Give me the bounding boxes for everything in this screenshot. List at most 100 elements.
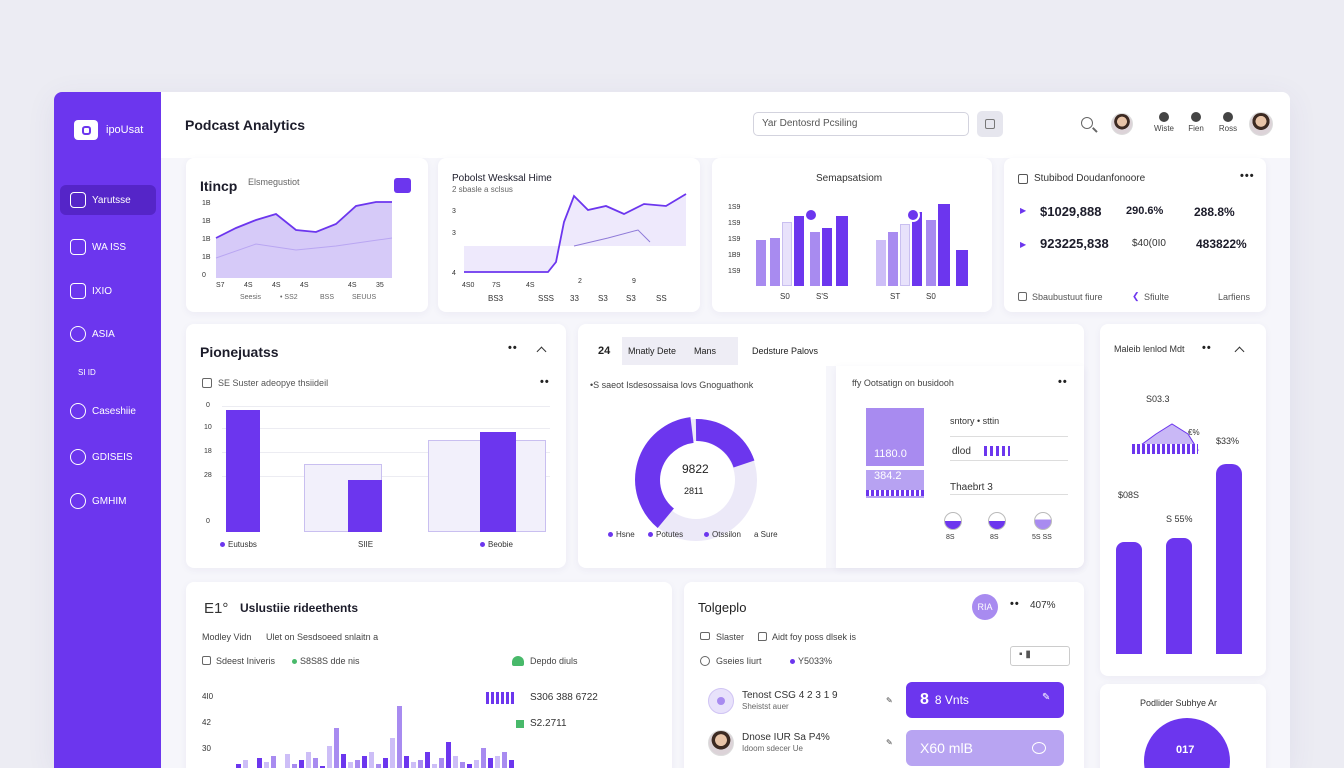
eye-icon[interactable]: [1032, 742, 1046, 754]
play-icon[interactable]: ▶: [1020, 206, 1027, 215]
storage-button[interactable]: X60 mlB: [906, 730, 1064, 766]
card-subtitle: Elsmegustiot: [248, 177, 300, 187]
legend-item: a Sure: [754, 530, 778, 539]
notifications-button[interactable]: Wiste: [1151, 112, 1177, 133]
collapse-icon[interactable]: [536, 346, 547, 357]
more-options-icon[interactable]: ••: [1010, 598, 1020, 610]
sidebar-item-dashboard[interactable]: Yarutsse: [60, 185, 156, 215]
mini-pie-icon: [988, 512, 1006, 530]
bar: [292, 764, 297, 768]
user-avatar[interactable]: [1249, 112, 1273, 136]
search-icon[interactable]: [394, 178, 411, 193]
avatar: [708, 688, 734, 714]
dashboard-icon: [70, 192, 86, 208]
card-toggle: Tolgeplo RIA •• 407% Slaster Aidt foy po…: [684, 582, 1084, 768]
profile-button[interactable]: Ross: [1215, 112, 1241, 133]
avatar: [708, 730, 734, 756]
bar: [404, 756, 409, 768]
more-options-icon[interactable]: •••: [1240, 170, 1255, 182]
bar: [362, 756, 367, 768]
play-icon[interactable]: ▶: [1020, 240, 1027, 249]
edit-icon[interactable]: ✎: [886, 738, 893, 747]
bar: [1166, 538, 1192, 654]
avatar[interactable]: [1111, 113, 1133, 135]
bar: [1116, 542, 1142, 654]
sidebar-item-misc[interactable]: SI ID: [78, 367, 96, 377]
filter-button[interactable]: [977, 111, 1003, 137]
messages-button[interactable]: Fien: [1183, 112, 1209, 133]
sidebar-item-settings[interactable]: GMHIM: [60, 486, 156, 516]
edit-icon[interactable]: ✎: [886, 696, 893, 705]
legend-item: Otssilon: [704, 530, 741, 539]
bar: [912, 212, 922, 286]
bar: [480, 432, 516, 532]
line-chart: [464, 193, 687, 273]
bar: [236, 764, 241, 768]
tab-24[interactable]: 24: [598, 345, 611, 357]
bar: [226, 410, 260, 532]
sidebar-item-audio[interactable]: ASIA: [60, 319, 156, 349]
sidebar-item-episodes[interactable]: WA ISS: [60, 232, 156, 262]
back-icon[interactable]: ❮: [1132, 291, 1140, 301]
user-icon: [70, 403, 86, 419]
card-provider: Podlider Subhye Ar 017: [1100, 684, 1266, 768]
tab-discover-pallows[interactable]: Dedsture Palovs: [752, 346, 819, 356]
search-icon[interactable]: [1081, 117, 1093, 129]
card-subtitle: SE Suster adeopye thsiideil: [218, 378, 329, 388]
bar: [938, 204, 950, 286]
legend-item: Hsne: [608, 530, 635, 539]
bar: [243, 760, 248, 768]
globe-icon: [70, 449, 86, 465]
bar: [320, 766, 325, 768]
bar: [1216, 464, 1242, 654]
edit-icon[interactable]: ✎: [1042, 692, 1051, 703]
donut-chart: [635, 417, 757, 541]
info-icon: [1018, 292, 1027, 301]
message-icon: [1191, 112, 1201, 122]
info-icon: [202, 656, 211, 665]
more-options-icon[interactable]: ••: [540, 376, 550, 388]
card-itincp: Itincp Elsmegustiot 1B 1B 1B 1B 0 S7 4S …: [186, 158, 428, 312]
sidebar-item-stats[interactable]: IXIO: [60, 276, 156, 306]
badge[interactable]: RIA: [972, 594, 998, 620]
more-options-icon[interactable]: ••: [508, 342, 518, 354]
bar: [264, 762, 269, 768]
bar: [257, 758, 262, 768]
cloud-icon: [512, 656, 524, 666]
more-options-icon[interactable]: ••: [1058, 376, 1068, 388]
collapse-icon[interactable]: [1234, 346, 1245, 357]
app-logo[interactable]: ipoUsat: [74, 120, 143, 140]
bar: [481, 748, 486, 768]
card-weekly: Pobolst Wesksal Hime 2 sbasle a sclsus 3…: [438, 158, 700, 312]
microphone-icon: [70, 326, 86, 342]
card-subtitle: ffy Ootsatign on busidooh: [852, 378, 954, 388]
legend-item: SIIE: [358, 540, 374, 549]
search-input[interactable]: Yar Dentosrd Pcsiling: [753, 112, 969, 136]
tab-monthly-date[interactable]: Mnatly Dete Mans: [622, 337, 738, 365]
calendar-icon: [202, 378, 212, 388]
bell-icon: [1159, 112, 1169, 122]
sidebar-item-reports[interactable]: GDISEIS: [60, 442, 156, 472]
bar: [926, 220, 936, 286]
bar: [271, 756, 276, 768]
bar: [822, 228, 832, 286]
bar: [439, 758, 444, 768]
bar: [369, 752, 374, 768]
user-icon: [700, 632, 710, 640]
card-title: Stubibod Doudanfonoore: [1034, 173, 1146, 184]
more-options-icon[interactable]: ••: [1202, 342, 1212, 354]
sidebar-item-audience[interactable]: Caseshiie: [60, 396, 156, 426]
bar: [460, 762, 465, 768]
dropdown[interactable]: ▪ ▮: [1010, 646, 1070, 666]
filter-icon: [985, 119, 995, 129]
bar: [900, 224, 910, 286]
card-title: Pionejuatss: [200, 344, 279, 360]
bar: [794, 216, 804, 286]
bar: [432, 764, 437, 768]
donut-center-value: 9822: [682, 462, 709, 476]
document-icon: [1018, 174, 1028, 184]
card-title: Podlider Subhye Ar: [1140, 698, 1218, 708]
bar: [467, 764, 472, 768]
chat-icon: [758, 632, 767, 641]
